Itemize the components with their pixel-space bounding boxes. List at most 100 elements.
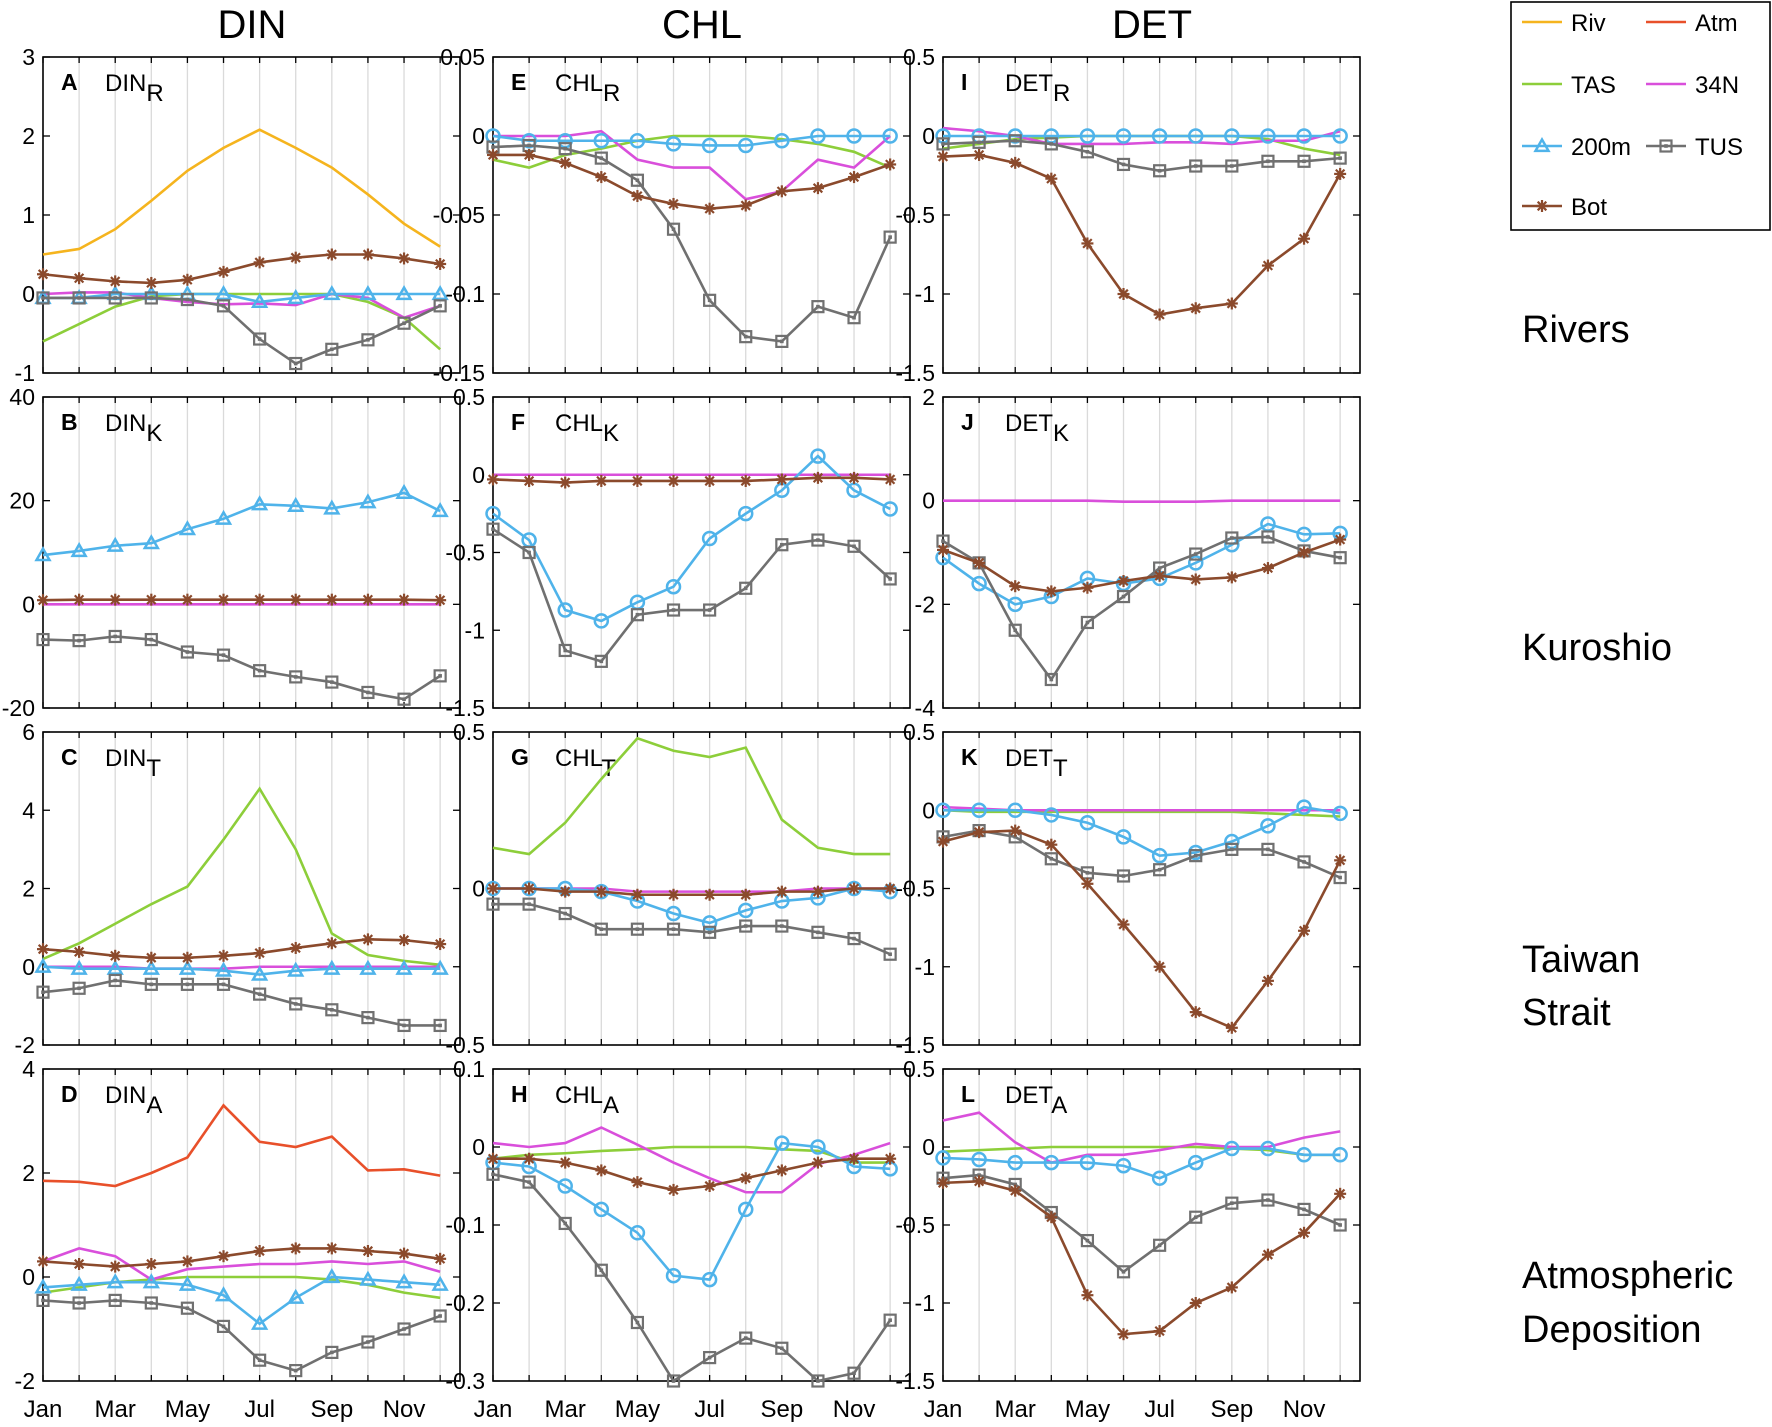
- legend-label: TAS: [1571, 72, 1616, 99]
- legend-box: [1510, 1, 1771, 231]
- data-point: [882, 128, 898, 144]
- series-line: [43, 965, 441, 971]
- y-tick-label: 0: [22, 954, 35, 980]
- series-line: [492, 1141, 891, 1281]
- data-point: [1224, 1140, 1240, 1157]
- data-point: [1117, 575, 1130, 588]
- data-point: [142, 959, 160, 975]
- data-point: [593, 1201, 610, 1218]
- data-point: [217, 949, 230, 962]
- series-bot: [487, 148, 897, 215]
- y-tick-label: -0.5: [895, 876, 935, 902]
- y-tick-label: -0.05: [433, 202, 485, 228]
- data-point: [1261, 1248, 1274, 1261]
- data-point: [558, 906, 572, 921]
- series-line: [942, 1180, 1342, 1336]
- data-point: [595, 171, 608, 184]
- data-point: [485, 505, 501, 522]
- series-line: [942, 139, 1341, 173]
- data-point: [558, 1216, 572, 1231]
- data-point: [1115, 128, 1132, 144]
- data-point: [1297, 154, 1311, 168]
- y-tick-label: 0.5: [903, 719, 935, 745]
- data-point: [557, 602, 573, 618]
- y-tick-label: -0.5: [895, 202, 935, 228]
- data-point: [398, 1247, 411, 1260]
- data-point: [594, 151, 608, 165]
- data-point: [739, 919, 753, 933]
- series-tus: [936, 530, 1347, 687]
- x-tick-label: Mar: [95, 1396, 136, 1423]
- data-point: [109, 275, 122, 288]
- panel-letter: K: [961, 744, 978, 770]
- x-tick-label: Jan: [924, 1396, 963, 1423]
- y-tick-label: -1.5: [895, 1368, 935, 1394]
- data-point: [109, 593, 122, 606]
- y-tick-label: 2: [22, 123, 35, 149]
- data-point: [287, 288, 305, 305]
- data-point: [145, 276, 158, 289]
- column-title-din: DIN: [218, 3, 287, 47]
- data-point: [72, 291, 86, 305]
- series-bot: [487, 1152, 897, 1196]
- series-m200: [935, 1140, 1348, 1186]
- data-point: [433, 669, 447, 683]
- series-bot: [937, 533, 1347, 598]
- data-point: [1080, 1233, 1095, 1248]
- data-point: [523, 148, 536, 161]
- data-point: [73, 272, 86, 285]
- legend: Riv Atm TAS 34N 200m TUS Bot: [1510, 1, 1771, 231]
- series-line: [42, 1247, 441, 1268]
- data-point: [559, 1156, 572, 1169]
- data-point: [973, 556, 986, 569]
- data-point: [106, 959, 124, 975]
- svg-text:Kuroshio: Kuroshio: [1522, 627, 1672, 669]
- data-point: [1153, 863, 1167, 877]
- panel-variable-label: DINT: [105, 745, 161, 782]
- series-tas: [942, 134, 1341, 157]
- plot-frame: [492, 1068, 911, 1382]
- data-point: [361, 1335, 375, 1349]
- legend-label: Bot: [1571, 194, 1607, 221]
- data-point: [1225, 842, 1239, 856]
- legend-entry-tus: TUS: [1646, 134, 1743, 161]
- data-point: [1334, 1187, 1347, 1200]
- data-point: [1009, 1184, 1022, 1197]
- series-m200: [34, 957, 449, 981]
- data-point: [703, 293, 717, 307]
- data-point: [325, 593, 338, 606]
- column-title-chl: CHL: [662, 3, 742, 47]
- data-point: [361, 593, 374, 606]
- legend-entry-riv: Riv: [1522, 10, 1606, 37]
- data-point: [1153, 1325, 1166, 1338]
- data-point: [1225, 1196, 1239, 1210]
- panel-letter: J: [961, 409, 974, 435]
- data-point: [973, 148, 986, 161]
- panel-variable-label: CHLA: [555, 1082, 619, 1119]
- data-point: [811, 1156, 824, 1169]
- data-point: [323, 1267, 341, 1284]
- data-point: [106, 1273, 124, 1289]
- data-point: [847, 931, 861, 946]
- data-point: [144, 977, 158, 991]
- data-point: [325, 1242, 338, 1255]
- data-point: [775, 538, 789, 552]
- series-tus: [486, 897, 897, 961]
- data-point: [559, 156, 572, 169]
- y-tick-label: 0: [922, 123, 935, 149]
- data-point: [397, 316, 411, 330]
- data-point: [883, 572, 897, 586]
- data-point: [559, 476, 572, 489]
- y-tick-label: 3: [22, 44, 35, 70]
- data-point: [1153, 569, 1166, 582]
- legend-label: TUS: [1695, 134, 1743, 161]
- data-point: [593, 132, 610, 149]
- data-point: [1261, 259, 1274, 272]
- x-tick-label: Mar: [995, 1396, 1036, 1423]
- series-line: [493, 1157, 891, 1192]
- panel-variable-label: CHLK: [555, 410, 619, 447]
- series-line: [492, 134, 891, 147]
- y-tick-label: -0.1: [445, 281, 485, 307]
- panel-variable-label: DINA: [105, 1082, 162, 1119]
- data-point: [73, 1258, 86, 1270]
